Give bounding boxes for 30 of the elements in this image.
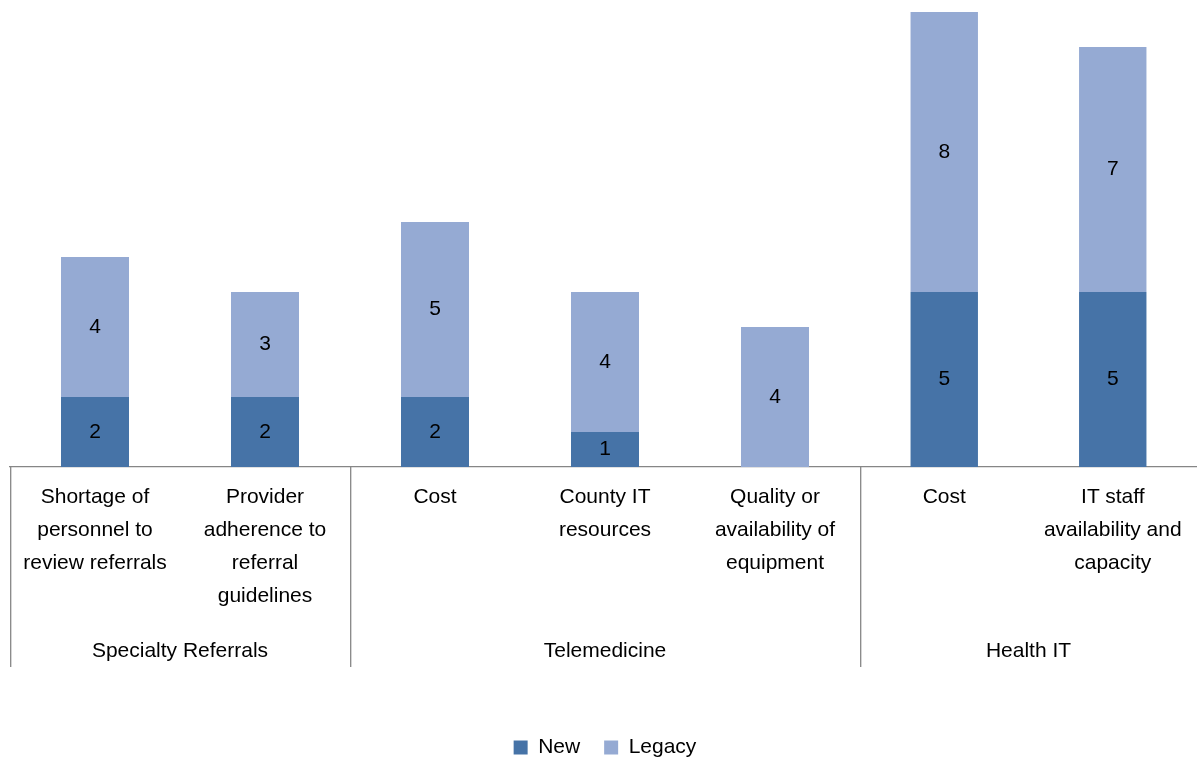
bar — [401, 397, 469, 467]
data-label: 8 — [938, 138, 951, 162]
x-axis-title: Health IT — [985, 637, 1072, 661]
x-tick-label: Cost — [922, 484, 966, 508]
legend-label: Legacy — [628, 734, 697, 758]
data-label: 4 — [769, 383, 782, 407]
bar — [571, 292, 639, 432]
x-tick-label: IT staff availability and capacity — [1043, 484, 1182, 574]
x-axis-title: Specialty Referrals — [91, 637, 269, 661]
x-tick-label: Shortage of personnel to review referrals — [23, 484, 167, 574]
data-label: 1 — [599, 436, 611, 460]
data-label: 3 — [259, 331, 271, 355]
x-axis-title: Telemedicine — [543, 637, 667, 661]
x-tick-label: Quality or availability of equipment — [714, 484, 836, 574]
bar — [571, 432, 639, 467]
bar — [741, 327, 809, 467]
bar — [401, 222, 469, 397]
data-label: 7 — [1106, 156, 1119, 180]
x-tick-label: Provider adherence to referral guidelines — [203, 484, 327, 607]
data-label: 5 — [429, 296, 441, 320]
data-label: 5 — [1106, 366, 1119, 390]
data-label: 4 — [89, 313, 102, 337]
data-label: 2 — [429, 418, 441, 442]
data-label: 2 — [89, 418, 101, 442]
legend-label: New — [538, 734, 581, 758]
x-tick-label: Cost — [413, 484, 457, 508]
x-tick-label: County IT resources — [558, 484, 652, 541]
data-label: 2 — [259, 418, 271, 442]
data-label: 4 — [599, 348, 612, 372]
data-label: 5 — [938, 366, 951, 390]
